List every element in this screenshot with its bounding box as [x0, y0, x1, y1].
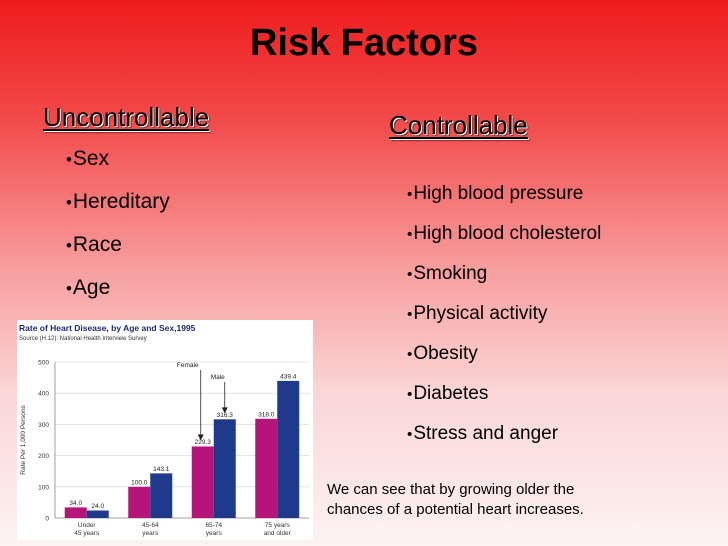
list-item: •High blood pressure	[407, 183, 584, 204]
bullet: •	[407, 426, 413, 443]
slide-title: Risk Factors	[249, 22, 479, 64]
bullet: •	[407, 346, 413, 363]
x-tick-label: 45 years	[74, 530, 100, 537]
annotation-male: Male	[211, 374, 225, 381]
bullet: •	[66, 193, 72, 212]
chart-svg: Rate of Heart Disease, by Age and Sex,19…	[19, 323, 309, 537]
bullet: •	[407, 266, 413, 283]
y-tick-label: 500	[38, 360, 49, 367]
data-label: 318.0	[258, 411, 275, 418]
bullet: •	[407, 386, 413, 403]
uncontrollable-list: •Sex •Hereditary •Race •Age	[66, 140, 170, 312]
x-tick-label: 75 years	[265, 522, 291, 529]
note-line: We can see that by growing older the	[327, 481, 575, 498]
y-tick-label: 0	[45, 516, 49, 523]
chart-title: Rate of Heart Disease, by Age and Sex,19…	[19, 323, 196, 333]
x-tick-label: Under	[78, 522, 97, 529]
uncontrollable-heading: Uncontrollable	[43, 102, 210, 132]
controllable-list: •High blood pressure •High blood cholest…	[407, 177, 601, 457]
list-item: •Smoking	[407, 263, 488, 284]
bullet: •	[66, 150, 72, 169]
data-label: 229.3	[195, 439, 212, 446]
y-tick-label: 100	[38, 484, 49, 491]
x-tick-label: years	[206, 530, 223, 537]
bullet: •	[66, 279, 72, 298]
x-tick-label: 65-74	[205, 522, 222, 529]
y-tick-label: 200	[38, 453, 49, 460]
list-item: •Diabetes	[407, 383, 489, 404]
data-label: 316.3	[217, 412, 234, 419]
list-item: •Physical activity	[407, 303, 548, 324]
bar-male	[86, 510, 109, 518]
bar-female	[191, 446, 214, 518]
arrowhead	[197, 434, 204, 441]
list-item: •Stress and anger	[407, 423, 559, 444]
bullet: •	[407, 186, 413, 203]
annotation-female: Female	[177, 362, 199, 369]
y-tick-label: 300	[38, 422, 49, 429]
list-item: •Sex	[66, 147, 110, 170]
data-label: 100.0	[131, 479, 148, 486]
bullet: •	[407, 226, 413, 243]
bar-male	[277, 380, 300, 518]
conclusion-note: We can see that by growing older the cha…	[327, 480, 584, 520]
list-item: •Race	[66, 233, 122, 256]
controllable-heading: Controllable	[389, 110, 528, 140]
heart-disease-chart: Rate of Heart Disease, by Age and Sex,19…	[17, 320, 313, 540]
x-tick-label: 45-64	[142, 522, 159, 529]
bar-male	[150, 473, 173, 518]
x-tick-label: and older	[264, 530, 292, 537]
bar-male	[213, 419, 236, 518]
note-line: chances of a potential heart increases.	[327, 501, 584, 518]
list-item: •High blood cholesterol	[407, 223, 602, 244]
list-item: •Hereditary	[66, 190, 170, 213]
bar-female	[64, 507, 87, 518]
data-label: 24.0	[91, 503, 104, 510]
y-tick-label: 400	[38, 391, 49, 398]
bar-female	[255, 418, 278, 518]
chart-source: Source (H.12): National Health Interview…	[19, 336, 147, 342]
data-label: 439.4	[280, 373, 297, 380]
list-item: •Age	[66, 276, 111, 299]
data-label: 143.1	[153, 466, 170, 473]
bar-female	[128, 486, 151, 518]
x-tick-label: years	[142, 530, 159, 537]
arrowhead	[221, 407, 228, 414]
data-label: 34.0	[69, 500, 82, 507]
bullet: •	[66, 236, 72, 255]
y-axis-label: Rate Per 1,000 Persons	[20, 405, 27, 475]
list-item: •Obesity	[407, 343, 478, 364]
bullet: •	[407, 306, 413, 323]
